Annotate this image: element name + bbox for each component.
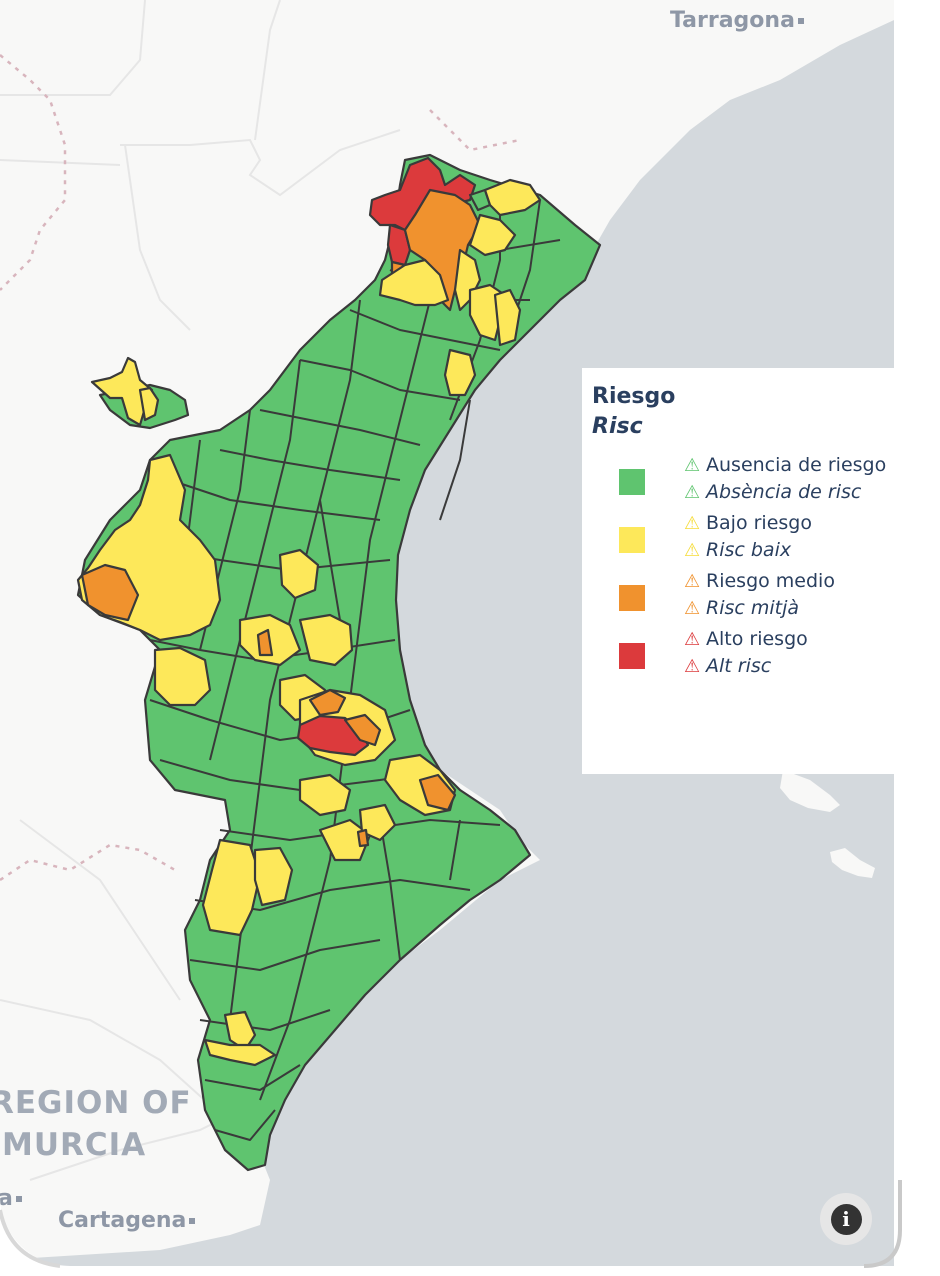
place-label-tarragona: Tarragona — [670, 8, 804, 33]
warning-triangle-icon: ⚠ — [684, 629, 701, 650]
label-es: Bajo riesgo — [706, 512, 812, 534]
info-icon: i — [830, 1203, 862, 1235]
label-es: Alto riesgo — [706, 628, 808, 650]
place-name: a — [0, 1186, 13, 1211]
legend-swatch-green — [619, 469, 645, 495]
region-label-murcia: REGION OF MURCIA — [0, 1082, 192, 1166]
warning-triangle-icon: ⚠ — [684, 571, 701, 592]
place-name: Cartagena — [58, 1208, 187, 1233]
region-label-line2: MURCIA — [2, 1127, 147, 1163]
place-name: Tarragona — [670, 8, 795, 33]
label-ca: Risc baix — [706, 539, 792, 561]
legend-item-ausencia[interactable]: ⚠ Ausencia de riesgo ⚠ Absència de risc — [592, 452, 940, 510]
legend-swatch-red — [619, 643, 645, 669]
label-ca: Risc mitjà — [706, 597, 800, 619]
admin-border — [0, 54, 521, 882]
legend-item-medio[interactable]: ⚠ Riesgo medio ⚠ Risc mitjà — [592, 568, 940, 626]
city-marker-icon — [15, 1196, 22, 1202]
label-es: Ausencia de riesgo — [706, 454, 887, 476]
legend-title: Riesgo — [592, 384, 676, 409]
legend-subtitle: Risc — [592, 414, 643, 439]
label-ca: Absència de risc — [706, 481, 862, 503]
place-label-cartagena: Cartagena — [58, 1208, 196, 1233]
city-marker-icon — [797, 18, 804, 24]
label-ca: Alt risc — [706, 655, 772, 677]
warning-triangle-icon: ⚠ — [684, 455, 701, 476]
warning-triangle-icon: ⚠ — [684, 540, 701, 561]
city-marker-icon — [189, 1218, 196, 1224]
legend-item-alto[interactable]: ⚠ Alto riesgo ⚠ Alt risc — [592, 626, 940, 684]
warning-triangle-icon: ⚠ — [684, 513, 701, 534]
legend: Riesgo Risc ⚠ Ausencia de riesgo ⚠ Absènci… — [582, 368, 940, 774]
legend-label: ⚠ Alto riesgo ⚠ Alt risc — [684, 626, 808, 680]
warning-triangle-icon: ⚠ — [684, 598, 701, 619]
region-label-line1: REGION OF — [0, 1085, 192, 1121]
sea — [0, 0, 894, 1266]
municipalities[interactable] — [76, 153, 602, 1172]
legend-label: ⚠ Ausencia de riesgo ⚠ Absència de risc — [684, 452, 886, 506]
place-label-partial: a — [0, 1186, 22, 1211]
label-es: Riesgo medio — [706, 570, 835, 592]
island — [780, 770, 840, 812]
island — [830, 848, 875, 878]
info-button[interactable]: i — [820, 1193, 872, 1245]
warning-triangle-icon: ⚠ — [684, 482, 701, 503]
legend-swatch-yellow — [619, 527, 645, 553]
legend-label: ⚠ Bajo riesgo ⚠ Risc baix — [684, 510, 812, 564]
land — [810, 0, 894, 30]
legend-item-bajo[interactable]: ⚠ Bajo riesgo ⚠ Risc baix — [592, 510, 940, 568]
legend-label: ⚠ Riesgo medio ⚠ Risc mitjà — [684, 568, 835, 622]
legend-swatch-orange — [619, 585, 645, 611]
warning-triangle-icon: ⚠ — [684, 656, 701, 677]
